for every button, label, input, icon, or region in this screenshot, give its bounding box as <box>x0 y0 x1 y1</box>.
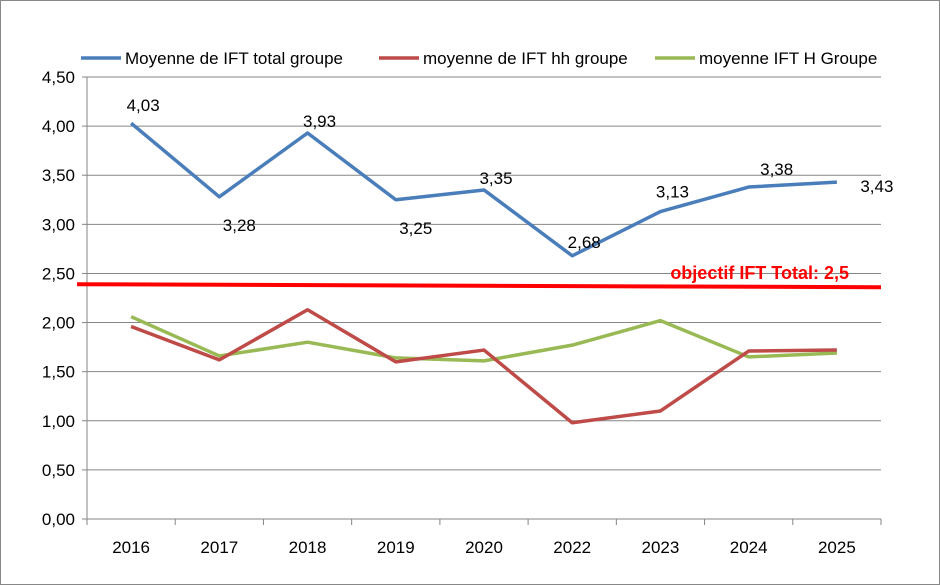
y-tick-label: 0,50 <box>42 461 75 480</box>
x-tick-label: 2022 <box>553 538 591 557</box>
y-tick-label: 2,00 <box>42 314 75 333</box>
series-line-1 <box>131 123 837 256</box>
data-label: 3,13 <box>656 183 689 202</box>
data-label: 3,93 <box>303 112 336 131</box>
data-label: 2,68 <box>568 233 601 252</box>
x-tick-label: 2024 <box>730 538 768 557</box>
x-tick-label: 2025 <box>818 538 856 557</box>
y-tick-label: 2,50 <box>42 264 75 283</box>
target-label: objectif IFT Total: 2,5 <box>670 263 849 283</box>
x-tick-label: 2018 <box>289 538 327 557</box>
series-line-3 <box>131 317 837 361</box>
target-line <box>77 284 881 287</box>
x-tick-label: 2017 <box>200 538 238 557</box>
legend-label: moyenne IFT H Groupe <box>699 49 877 68</box>
y-tick-label: 0,00 <box>42 510 75 529</box>
data-label: 4,03 <box>127 96 160 115</box>
data-label: 3,28 <box>223 216 256 235</box>
data-label: 3,35 <box>479 169 512 188</box>
data-label: 3,38 <box>760 160 793 179</box>
legend-label: Moyenne de IFT total groupe <box>125 49 343 68</box>
series-line-2 <box>131 310 837 423</box>
y-tick-label: 4,00 <box>42 117 75 136</box>
y-tick-label: 1,00 <box>42 412 75 431</box>
x-tick-label: 2020 <box>465 538 503 557</box>
data-label: 3,43 <box>860 177 893 196</box>
y-tick-label: 3,50 <box>42 166 75 185</box>
x-tick-label: 2019 <box>377 538 415 557</box>
y-tick-label: 1,50 <box>42 363 75 382</box>
legend-label: moyenne de IFT hh groupe <box>423 49 628 68</box>
y-tick-label: 4,50 <box>42 68 75 87</box>
y-tick-label: 3,00 <box>42 215 75 234</box>
x-tick-label: 2023 <box>642 538 680 557</box>
data-label: 3,25 <box>399 219 432 238</box>
x-tick-label: 2016 <box>112 538 150 557</box>
